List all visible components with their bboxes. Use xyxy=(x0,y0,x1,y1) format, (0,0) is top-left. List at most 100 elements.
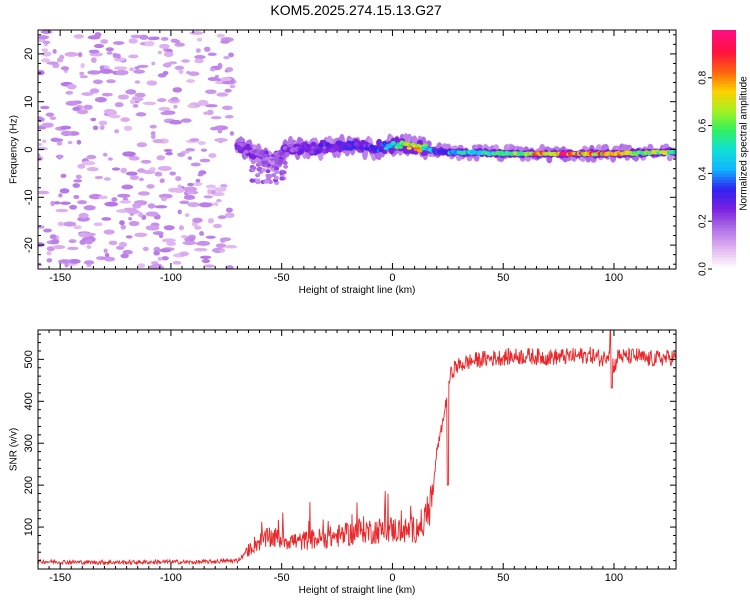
heatmap-cell xyxy=(160,111,172,116)
colorbar-swatch xyxy=(712,242,736,246)
heatmap-cell xyxy=(98,195,108,200)
heatmap-cell xyxy=(134,92,146,98)
heatmap-cell xyxy=(390,140,396,146)
heatmap-cell xyxy=(138,177,144,182)
heatmap-cell xyxy=(174,65,185,71)
heatmap-cell xyxy=(318,142,324,148)
heatmap-cell xyxy=(229,131,235,136)
colorbar-label: Normalized spectral amplitude xyxy=(739,76,750,211)
heatmap-cell xyxy=(131,96,144,102)
heatmap-cell xyxy=(86,154,97,160)
colorbar-tick-label: 0.8 xyxy=(698,70,709,84)
heatmap-cell xyxy=(173,104,178,109)
colorbar-swatch xyxy=(712,119,736,124)
heatmap-cell xyxy=(160,196,167,202)
heatmap-cell xyxy=(42,40,51,45)
heatmap-cell xyxy=(46,246,55,252)
heatmap-cell xyxy=(83,260,95,265)
heatmap-cell xyxy=(279,151,285,156)
heatmap-cell xyxy=(287,143,294,148)
colorbar-swatch xyxy=(712,35,736,40)
colorbar-swatch xyxy=(712,161,736,166)
y-axis-label: SNR (v/v) xyxy=(9,428,20,471)
colorbar-swatch xyxy=(712,146,736,151)
heatmap-cell xyxy=(261,168,267,173)
heatmap-cell xyxy=(180,234,188,239)
heatmap-cell xyxy=(195,48,201,53)
x-tick-label: 0 xyxy=(389,272,395,284)
heatmap-cell xyxy=(46,251,52,256)
heatmap-cell xyxy=(163,51,174,58)
heatmap-cell xyxy=(65,90,74,95)
colorbar-swatch xyxy=(712,143,736,148)
heatmap-cell xyxy=(169,171,176,176)
colorbar-swatch xyxy=(712,113,736,118)
heatmap-cell xyxy=(186,70,191,75)
heatmap-cell xyxy=(207,188,212,195)
heatmap-cell xyxy=(223,55,230,60)
heatmap-cell xyxy=(112,52,118,58)
heatmap-cell xyxy=(103,256,116,262)
heatmap-cell xyxy=(101,217,112,221)
heatmap-cell xyxy=(54,138,64,142)
heatmap-cell xyxy=(50,200,56,207)
x-tick-label: -100 xyxy=(160,272,182,284)
x-tick-label: 0 xyxy=(389,572,395,584)
y-tick-label: 300 xyxy=(23,434,35,452)
colorbar-swatch xyxy=(712,167,736,172)
x-tick-label: -150 xyxy=(49,572,71,584)
x-tick-label: -100 xyxy=(160,572,182,584)
heatmap-cell xyxy=(63,221,77,227)
heatmap-cell xyxy=(183,194,196,200)
heatmap-cell xyxy=(184,213,190,218)
heatmap-cell xyxy=(150,133,156,140)
x-tick-label: 100 xyxy=(605,572,623,584)
heatmap-cell xyxy=(60,173,67,179)
heatmap-cell xyxy=(404,142,411,147)
heatmap-cell xyxy=(76,139,82,145)
heatmap-cell xyxy=(86,245,92,249)
heatmap-cell xyxy=(94,175,104,180)
colorbar-swatch xyxy=(712,248,736,252)
heatmap-cell xyxy=(275,154,281,158)
colorbar-swatch xyxy=(712,65,736,70)
heatmap-cell xyxy=(207,218,215,224)
heatmap-cell xyxy=(45,112,55,117)
heatmap-cell xyxy=(198,202,213,208)
heatmap-cell xyxy=(38,155,44,162)
heatmap-cell xyxy=(121,184,134,190)
heatmap-cell xyxy=(406,146,412,150)
heatmap-cell xyxy=(137,64,149,68)
heatmap-cell xyxy=(221,105,233,111)
heatmap-cell xyxy=(200,148,208,152)
colorbar-swatch xyxy=(712,182,736,186)
heatmap-cell xyxy=(56,141,63,146)
heatmap-cell xyxy=(94,32,102,38)
heatmap-cell xyxy=(224,115,234,119)
heatmap-cell xyxy=(207,52,217,57)
colorbar-swatch xyxy=(712,149,736,154)
heatmap-cell xyxy=(102,152,108,157)
heatmap-cell xyxy=(106,110,118,116)
heatmap-cell xyxy=(224,212,235,218)
y-tick-label: 20 xyxy=(23,48,35,60)
heatmap-cell xyxy=(203,46,211,52)
heatmap-cell xyxy=(188,71,200,76)
heatmap-cell xyxy=(81,92,94,96)
heatmap-cell xyxy=(144,40,155,47)
heatmap-cell xyxy=(83,205,96,211)
heatmap-cell xyxy=(60,130,73,137)
heatmap-cell xyxy=(151,61,156,66)
colorbar-swatch xyxy=(712,203,736,207)
heatmap-cell xyxy=(93,43,105,49)
heatmap-cell xyxy=(115,69,129,76)
heatmap-cell xyxy=(72,106,81,112)
heatmap-cell xyxy=(66,83,77,90)
heatmap-cell xyxy=(326,144,333,148)
heatmap-cell xyxy=(40,30,53,34)
colorbar-swatch xyxy=(712,101,736,106)
heatmap-cell xyxy=(219,249,225,253)
heatmap-cell xyxy=(93,222,103,227)
heatmap-cell xyxy=(273,175,279,180)
